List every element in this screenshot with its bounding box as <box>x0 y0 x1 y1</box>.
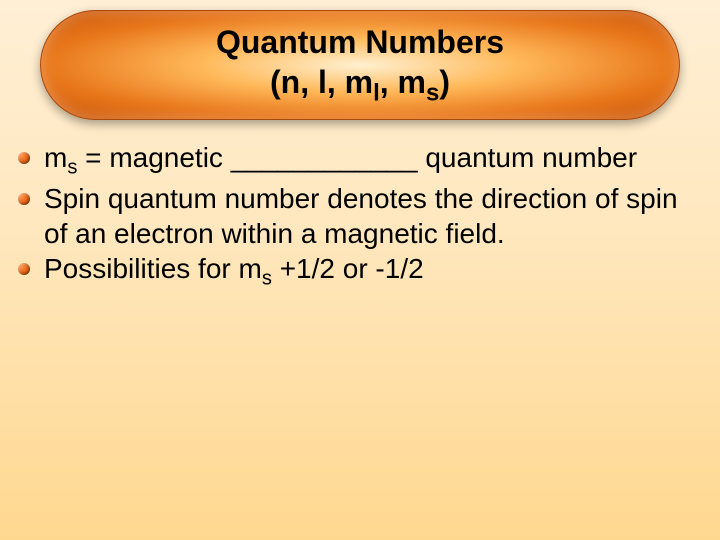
title-line2: (n, l, ml, ms) <box>216 62 504 108</box>
bullet-text: Spin quantum number denotes the directio… <box>44 181 690 251</box>
bullet-item: ms = magnetic ____________ quantum numbe… <box>18 140 690 181</box>
bullet-list: ms = magnetic ____________ quantum numbe… <box>18 140 690 292</box>
bullet-item: Possibilities for ms +1/2 or -1/2 <box>18 251 690 292</box>
bullet-dot-icon <box>18 152 30 164</box>
bullet-text: ms = magnetic ____________ quantum numbe… <box>44 140 637 181</box>
title-pill: Quantum Numbers (n, l, ml, ms) <box>40 10 680 120</box>
bullet-dot-icon <box>18 263 30 275</box>
slide-title: Quantum Numbers (n, l, ml, ms) <box>216 22 504 108</box>
title-line1: Quantum Numbers <box>216 22 504 62</box>
bullet-dot-icon <box>18 193 30 205</box>
bullet-item: Spin quantum number denotes the directio… <box>18 181 690 251</box>
bullet-text: Possibilities for ms +1/2 or -1/2 <box>44 251 424 292</box>
